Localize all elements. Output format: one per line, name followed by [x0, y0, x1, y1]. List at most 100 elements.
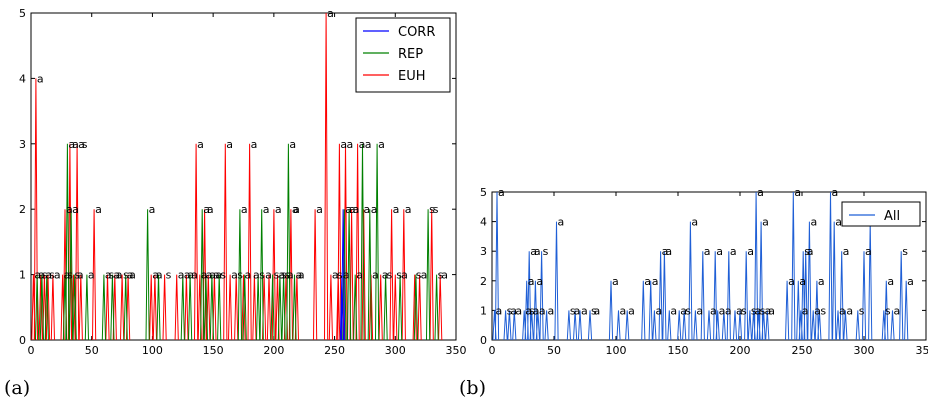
- point-label: a: [810, 216, 817, 229]
- y-tick-label: 5: [480, 186, 487, 199]
- point-label: a: [207, 203, 214, 216]
- point-label: a: [88, 269, 95, 282]
- x-tick-label: 300: [385, 344, 406, 357]
- point-label: a: [799, 275, 806, 288]
- point-label: a: [655, 304, 662, 317]
- point-label: a: [747, 245, 754, 258]
- point-label: s: [49, 269, 55, 282]
- point-label: a: [441, 269, 448, 282]
- point-label: s: [902, 245, 908, 258]
- point-label: a: [203, 203, 210, 216]
- point-label: a: [788, 275, 795, 288]
- point-label: s: [281, 269, 287, 282]
- point-label: a: [533, 304, 540, 317]
- point-label: s: [760, 304, 766, 317]
- point-label: s: [570, 304, 576, 317]
- point-label: s: [859, 304, 865, 317]
- point-label: a: [405, 203, 412, 216]
- series-lines-a: [31, 12, 443, 341]
- point-label: a: [340, 138, 347, 151]
- point-label: a: [178, 269, 185, 282]
- point-label: a: [525, 304, 532, 317]
- point-label: s: [42, 269, 48, 282]
- point-label: a: [730, 245, 737, 258]
- point-label: s: [259, 269, 265, 282]
- point-label: a: [116, 269, 123, 282]
- x-tick-label: 50: [547, 344, 561, 357]
- point-label: a: [719, 304, 726, 317]
- legend-label: EUH: [398, 69, 426, 84]
- point-label: a: [794, 186, 801, 199]
- point-label: a: [187, 269, 194, 282]
- point-label: a: [353, 203, 360, 216]
- point-label: a: [755, 304, 762, 317]
- point-label: a: [680, 304, 687, 317]
- point-label: a: [279, 269, 286, 282]
- series-lines-b: [492, 191, 909, 341]
- point-label: s: [396, 269, 402, 282]
- point-label: a: [593, 304, 600, 317]
- point-label: a: [356, 269, 363, 282]
- point-label: a: [393, 203, 400, 216]
- y-tick-label: 2: [480, 275, 487, 288]
- point-label: s: [123, 269, 129, 282]
- point-label: a: [887, 275, 894, 288]
- point-label: a: [68, 138, 75, 151]
- point-label: a: [241, 203, 248, 216]
- y-tick-label: 5: [19, 7, 26, 20]
- point-label: a: [156, 269, 163, 282]
- point-label: a: [835, 216, 842, 229]
- legend-label: CORR: [398, 25, 435, 40]
- point-label: a: [725, 304, 732, 317]
- point-label: a: [349, 203, 356, 216]
- point-label: a: [152, 269, 159, 282]
- point-label: a: [843, 245, 850, 258]
- point-label: s: [885, 304, 891, 317]
- point-label: a: [757, 186, 764, 199]
- point-label: a: [365, 138, 372, 151]
- point-label: a: [37, 72, 44, 85]
- point-label: s: [109, 269, 115, 282]
- legend-label: All: [884, 209, 900, 224]
- point-label: a: [95, 203, 102, 216]
- x-tick-label: 200: [263, 344, 284, 357]
- point-label: a: [231, 269, 238, 282]
- y-tick-label: 4: [19, 72, 26, 85]
- point-label: a: [581, 304, 588, 317]
- point-label: a: [865, 245, 872, 258]
- point-label: s: [337, 269, 343, 282]
- point-label: a: [765, 304, 772, 317]
- point-label: a: [665, 245, 672, 258]
- point-label: s: [274, 269, 280, 282]
- point-label: a: [296, 269, 303, 282]
- point-label: s: [285, 269, 291, 282]
- point-label: s: [804, 245, 810, 258]
- y-tick-label: 0: [19, 334, 26, 347]
- point-label: a: [105, 269, 112, 282]
- point-label: a: [316, 203, 323, 216]
- point-label: a: [209, 269, 216, 282]
- point-label: a: [38, 269, 45, 282]
- point-label: a: [670, 304, 677, 317]
- point-label: s: [685, 304, 691, 317]
- y-tick-label: 0: [480, 334, 487, 347]
- point-label: a: [64, 269, 71, 282]
- point-label: a: [536, 275, 543, 288]
- point-label: s: [820, 304, 826, 317]
- point-label: a: [652, 275, 659, 288]
- point-label: a: [298, 269, 305, 282]
- point-label: a: [372, 269, 379, 282]
- point-label: s: [75, 269, 81, 282]
- point-label: a: [662, 245, 669, 258]
- x-tick-label: 250: [324, 344, 345, 357]
- point-label: a: [287, 269, 294, 282]
- point-label: a: [72, 203, 79, 216]
- x-tick-label: 150: [203, 344, 224, 357]
- point-label: a: [343, 269, 350, 282]
- point-label: a: [530, 245, 537, 258]
- legend-label: REP: [398, 47, 423, 62]
- point-label: a: [907, 275, 914, 288]
